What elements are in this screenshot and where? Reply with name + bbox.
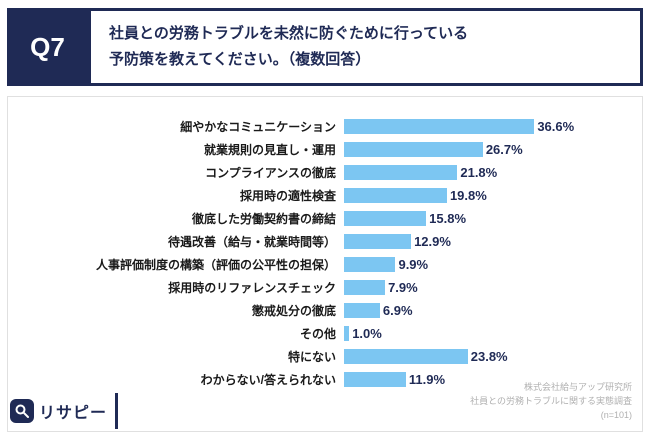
bar-chart-container: 細やかなコミュニケーション 36.6% 就業規則の見直し・運用 26.7% コンプライア… <box>7 96 643 432</box>
bar <box>344 326 350 341</box>
chart-row: 徹底した労働契約書の締結 15.8% <box>8 207 642 230</box>
category-label: わからない/答えられない <box>200 373 336 387</box>
source-survey-name: 社員との労務トラブルに関する実態調査 <box>470 396 632 407</box>
bar-track: 7.9% <box>344 276 642 299</box>
brand-logo: リサピー <box>10 393 119 429</box>
category-label: 懲戒処分の徹底 <box>251 304 336 318</box>
value-label: 12.9% <box>414 234 451 249</box>
value-label: 26.7% <box>485 142 523 157</box>
bar <box>344 165 458 180</box>
bar <box>344 257 396 272</box>
bar <box>344 234 412 249</box>
value-label: 21.8% <box>460 165 498 180</box>
bar <box>344 280 386 295</box>
chart-row: わからない/答えられない 11.9% <box>8 368 642 391</box>
bar-track: 9.9% <box>344 253 642 276</box>
category-label: その他 <box>299 327 336 341</box>
bar <box>344 349 468 364</box>
chart-row: 就業規則の見直し・運用 26.7% <box>8 138 642 161</box>
chart-row: 懲戒処分の徹底 6.9% <box>8 299 642 322</box>
value-label: 6.9% <box>382 303 413 318</box>
value-label: 1.0% <box>352 326 382 341</box>
value-label: 15.8% <box>429 211 467 226</box>
chart-row: その他 1.0% <box>8 322 642 345</box>
question-title-box: 社員との労務トラブルを未然に防ぐために行っている 予防策を教えてください。（複数… <box>88 8 643 86</box>
bar-track: 21.8% <box>344 161 642 184</box>
bar-track: 19.8% <box>344 184 642 207</box>
category-label: 細やかなコミュニケーション <box>180 120 336 134</box>
value-label: 9.9% <box>398 257 429 272</box>
logo-divider <box>115 393 119 429</box>
source-note: 株式会社給与アップ研究所 社員との労務トラブルに関する実態調査 (n=101) <box>470 381 632 423</box>
bar-chart: 細やかなコミュニケーション 36.6% 就業規則の見直し・運用 26.7% コンプライア… <box>8 115 642 391</box>
question-title-line1: 社員との労務トラブルを未然に防ぐために行っている <box>109 24 469 42</box>
value-label: 36.6% <box>537 119 575 134</box>
category-label: 特にない <box>287 350 336 364</box>
question-title-line2: 予防策を教えてください。（複数回答） <box>109 51 371 68</box>
header: Q7 社員との労務トラブルを未然に防ぐために行っている 予防策を教えてください。… <box>7 8 643 86</box>
chart-row: 待遇改善（給与・就業時間等） 12.9% <box>8 230 642 253</box>
value-label: 11.9% <box>408 372 446 387</box>
bar-track: 11.9% <box>344 368 642 391</box>
bar <box>344 119 535 134</box>
category-label: 就業規則の見直し・運用 <box>203 143 336 157</box>
chart-row: 細やかなコミュニケーション 36.6% <box>8 115 642 138</box>
chart-row: 特にない 23.8% <box>8 345 642 368</box>
bar-track: 12.9% <box>344 230 642 253</box>
chart-row: 採用時の適性検査 19.8% <box>8 184 642 207</box>
source-company: 株式会社給与アップ研究所 <box>523 382 632 393</box>
chart-row: 採用時のリファレンスチェック 7.9% <box>8 276 642 299</box>
category-label: 採用時の適性検査 <box>239 189 336 203</box>
category-label: 人事評価制度の構築（評価の公平性の担保） <box>95 258 336 272</box>
logo-text: リサピー <box>39 405 108 422</box>
bar-track: 15.8% <box>344 207 642 230</box>
bar <box>344 142 483 157</box>
category-label: コンプライアンスの徹底 <box>205 166 336 180</box>
bar-track: 36.6% <box>344 115 642 138</box>
category-label: 待遇改善（給与・就業時間等） <box>167 235 336 249</box>
magnifier-logo-icon <box>10 399 34 423</box>
bar <box>344 303 380 318</box>
source-sample-size: (n=101) <box>600 410 632 421</box>
bar <box>344 372 406 387</box>
category-label: 採用時のリファレンスチェック <box>168 281 336 295</box>
bar-track: 1.0% <box>344 322 642 345</box>
value-label: 19.8% <box>449 188 487 203</box>
category-label: 徹底した労働契約書の締結 <box>191 212 336 226</box>
value-label: 7.9% <box>388 280 418 295</box>
chart-row: 人事評価制度の構築（評価の公平性の担保） 9.9% <box>8 253 642 276</box>
bar <box>344 188 447 203</box>
bar-track: 26.7% <box>344 138 642 161</box>
bar-track: 6.9% <box>344 299 642 322</box>
question-number-badge: Q7 <box>7 8 88 86</box>
chart-row: コンプライアンスの徹底 21.8% <box>8 161 642 184</box>
value-label: 23.8% <box>470 349 508 364</box>
bar <box>344 211 427 226</box>
bar-track: 23.8% <box>344 345 642 368</box>
